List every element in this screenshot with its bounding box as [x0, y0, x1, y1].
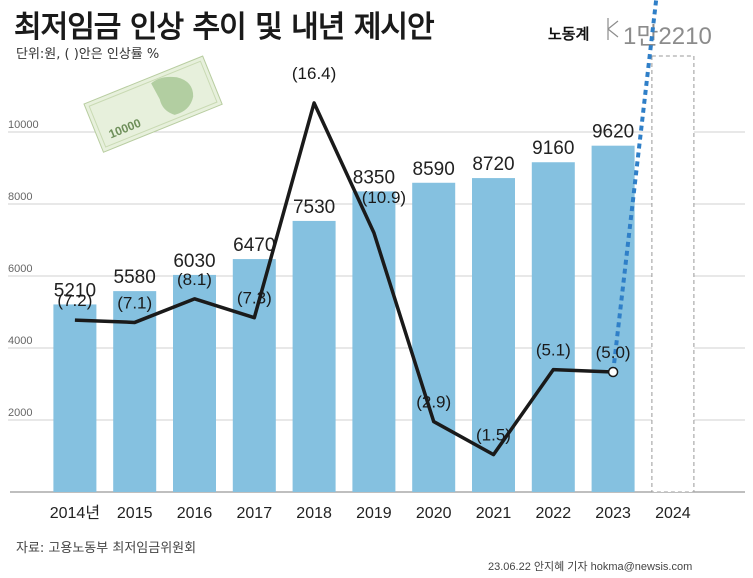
- increase-rate-line: [74, 101, 614, 457]
- increase-rate-label: (1.5): [476, 426, 511, 445]
- bar: [113, 291, 157, 492]
- bar-value-label: 5580: [114, 267, 156, 288]
- bar: [173, 274, 216, 492]
- source-note: 자료: 고용노동부 최저임금위원회: [16, 541, 197, 556]
- labor-proposal-value: 1만2210: [623, 23, 712, 50]
- increase-rate-label: (7.3): [237, 289, 272, 308]
- bar-value-label: 6470: [233, 235, 275, 256]
- bar-value-label: 5210: [54, 280, 96, 301]
- x-tick-label: 2016: [177, 505, 213, 522]
- x-tick-label: 2024: [655, 505, 691, 522]
- x-tick-label: 2022: [536, 505, 572, 522]
- y-tick-label: 4000: [8, 335, 32, 347]
- unit-note: 단위:원, ( )안은 인상률 %: [16, 47, 160, 62]
- bar-value-label: 9160: [532, 138, 574, 159]
- increase-rate-label: (10.9): [362, 188, 406, 207]
- x-tick-label: 2021: [476, 505, 512, 522]
- increase-rate-label: (5.1): [536, 341, 571, 360]
- x-tick-label: 2018: [296, 505, 332, 522]
- projection-box: [651, 55, 695, 493]
- labor-proposal-label: 노동계: [548, 25, 590, 43]
- x-tick-label: 2015: [117, 505, 153, 522]
- y-tick-label: 8000: [8, 191, 32, 203]
- x-tick-label: 2020: [416, 505, 452, 522]
- bar: [591, 145, 635, 492]
- bar-value-label: 8720: [472, 154, 514, 175]
- increase-rate-label: (7.2): [57, 291, 92, 310]
- credit-line: 23.06.22 안지혜 기자 hokma@newsis.com: [488, 561, 693, 573]
- bar: [412, 182, 456, 492]
- bar: [292, 220, 336, 493]
- increase-rate-label: (8.1): [177, 270, 212, 289]
- bar: [53, 304, 97, 492]
- bar: [531, 162, 575, 493]
- y-tick-label: 6000: [8, 263, 32, 275]
- increase-rate-label: (2.9): [416, 393, 451, 412]
- point-marker: [607, 366, 619, 378]
- bar-value-label: 8590: [413, 159, 455, 180]
- x-tick-label: 2019: [356, 505, 392, 522]
- bar-value-label: 8350: [353, 167, 395, 188]
- banknote-illustration: 10000: [83, 55, 223, 153]
- y-tick-label: 10000: [8, 119, 39, 131]
- bar: [352, 191, 396, 492]
- bar-value-label: 9620: [592, 122, 634, 143]
- bar-value-label: 7530: [293, 197, 335, 218]
- y-tick-label: 2000: [8, 407, 32, 419]
- increase-rate-label: (5.0): [596, 343, 631, 362]
- x-tick-label: 2014년: [50, 504, 100, 522]
- bar: [232, 259, 276, 492]
- chart-title: 최저임금 인상 추이 및 내년 제시안: [14, 10, 435, 45]
- x-tick-label: 2017: [237, 505, 273, 522]
- bracket-icon: [607, 18, 619, 40]
- bar-value-label: 6030: [173, 251, 215, 272]
- x-tick-label: 2023: [595, 505, 631, 522]
- increase-rate-label: (7.1): [117, 293, 152, 312]
- bar: [472, 178, 515, 492]
- increase-rate-label: (16.4): [292, 64, 336, 83]
